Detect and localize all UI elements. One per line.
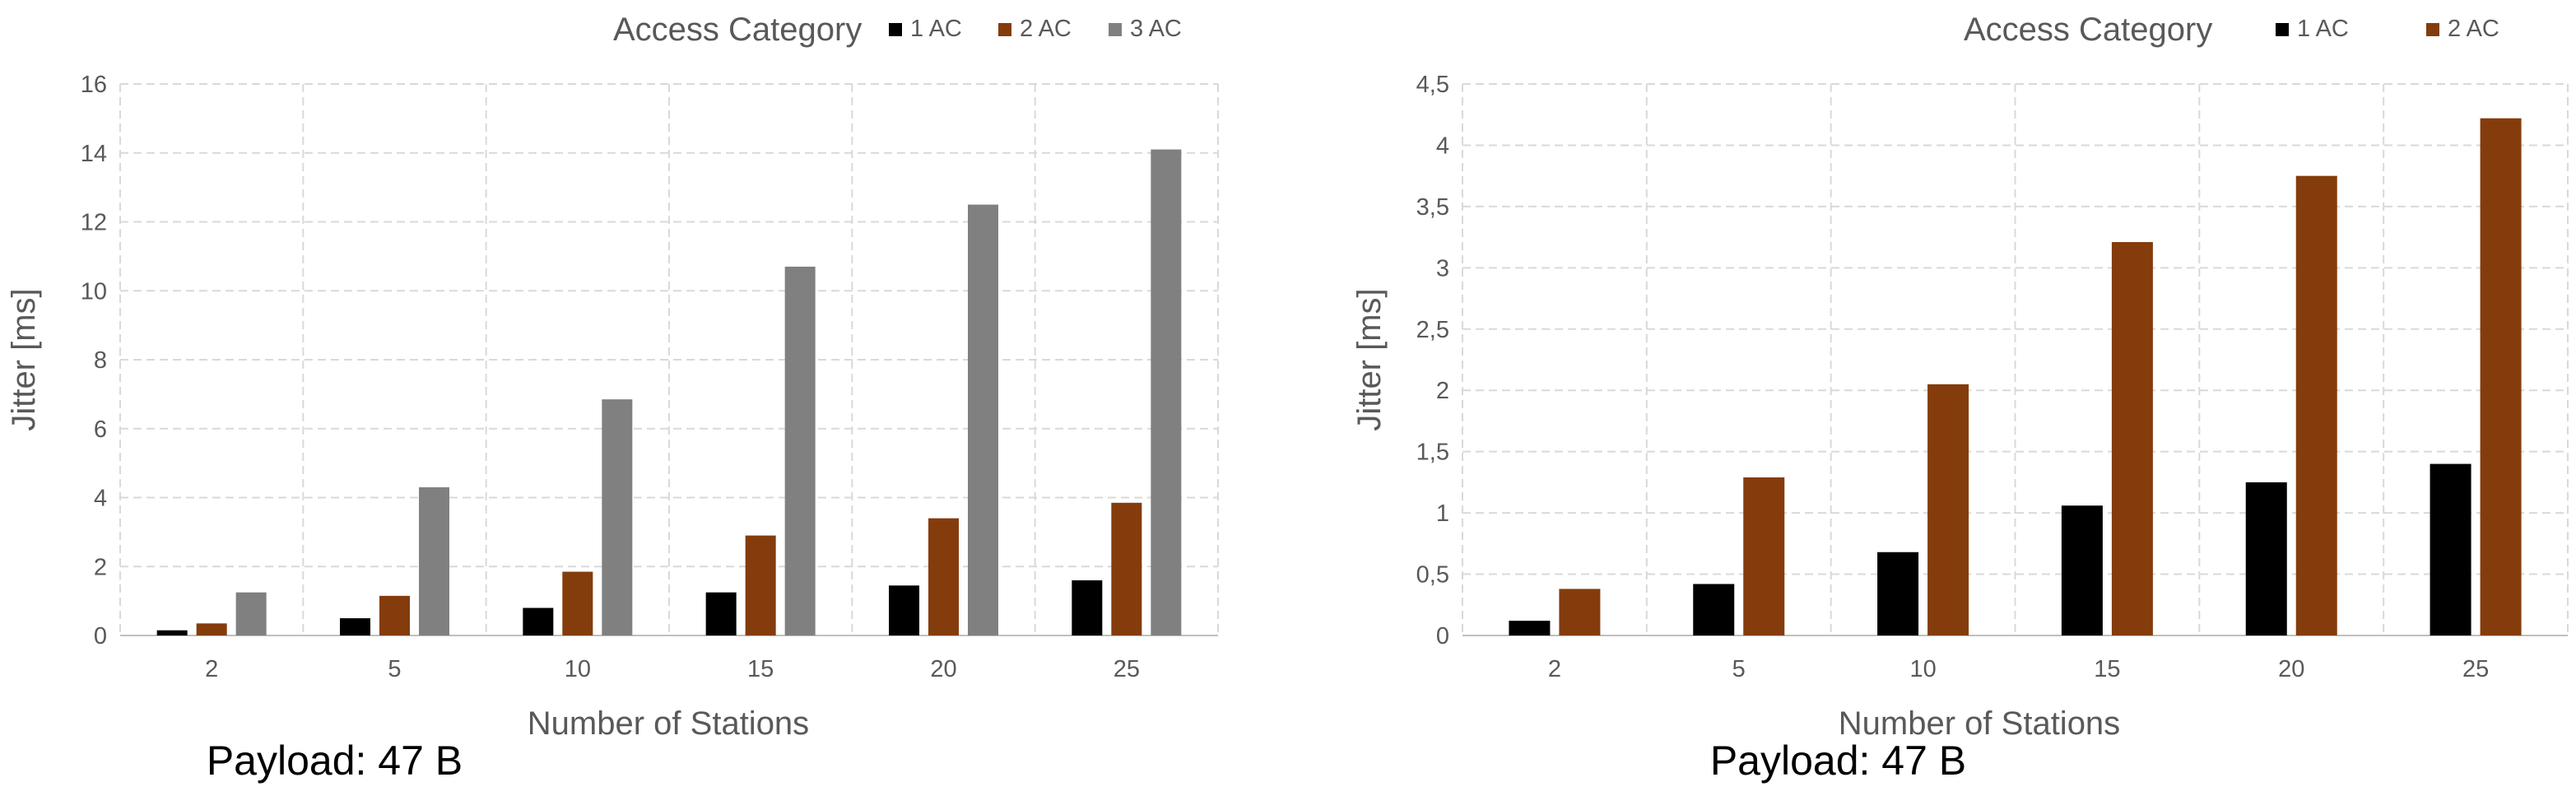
x-tick-label: 10 (1909, 656, 1936, 682)
bar-1-ac (2061, 505, 2103, 635)
chart-caption-right: Payload: 47 B (1709, 738, 1967, 784)
x-tick-label: 25 (1114, 656, 1140, 682)
legend-swatch (889, 23, 902, 36)
bar-2-ac (1743, 477, 1785, 635)
legend-label: 2 AC (2448, 16, 2499, 42)
x-tick-label: 10 (565, 656, 591, 682)
bar-1-ac (1509, 621, 1551, 635)
chart-caption-left: Payload: 47 B (206, 738, 463, 784)
x-tick-label: 2 (205, 656, 218, 682)
y-tick-label: 0 (1436, 623, 1449, 649)
y-tick-label: 0 (94, 623, 107, 649)
y-tick-label: 14 (81, 141, 107, 167)
bar-1-ac (889, 585, 919, 635)
bar-1-ac (1877, 552, 1919, 635)
legend-swatch (998, 23, 1011, 36)
y-tick-label: 1,5 (1416, 440, 1449, 466)
bar-3-ac (968, 204, 998, 635)
legend-swatch (1109, 23, 1122, 36)
bar-2-ac (745, 535, 776, 635)
legend-label: 3 AC (1130, 16, 1182, 42)
bar-2-ac (2480, 118, 2522, 635)
y-tick-label: 2 (1436, 378, 1449, 404)
x-tick-label: 15 (2094, 656, 2120, 682)
bar-2-ac (379, 595, 410, 635)
bar-3-ac (602, 399, 633, 635)
bar-3-ac (419, 486, 449, 635)
bar-2-ac (196, 623, 227, 635)
y-tick-label: 2 (94, 554, 107, 580)
bar-1-ac (705, 592, 737, 635)
y-tick-label: 1 (1436, 500, 1449, 527)
bar-2-ac (1111, 502, 1142, 635)
bar-1-ac (2245, 482, 2287, 635)
bar-2-ac (2295, 175, 2337, 635)
bar-1-ac (1693, 584, 1735, 635)
bar-1-ac (340, 618, 370, 635)
y-tick-label: 3 (1436, 255, 1449, 282)
x-tick-label: 5 (1732, 656, 1746, 682)
y-tick-label: 6 (94, 417, 107, 443)
y-axis-title: Jitter [ms] (6, 288, 42, 431)
y-tick-label: 10 (81, 278, 107, 305)
bar-3-ac (1151, 149, 1182, 635)
bar-2-ac (562, 571, 593, 635)
legend-swatch (2426, 23, 2439, 36)
chart-panel-right: 0 0,5 1 1,5 2 2,5 3 3,5 4 4,5 2 5 10 15 20 25 Jitter [ms… (1288, 0, 2576, 796)
bar-2-ac (1559, 589, 1601, 635)
y-tick-label: 0,5 (1416, 562, 1449, 589)
y-tick-label: 4 (94, 486, 107, 512)
y-tick-label: 4 (1436, 133, 1449, 159)
bar-1-ac (156, 630, 188, 635)
legend-label: 1 AC (2297, 16, 2349, 42)
y-tick-label: 4,5 (1416, 72, 1449, 98)
x-tick-label: 15 (747, 656, 774, 682)
x-axis-title: Number of Stations (1839, 705, 2120, 742)
bar-2-ac (1927, 384, 1969, 635)
x-tick-label: 2 (1548, 656, 1561, 682)
legend-swatch (2276, 23, 2289, 36)
bar-1-ac (2430, 463, 2471, 635)
bar-2-ac (928, 518, 959, 635)
legend-label: 1 AC (910, 16, 962, 42)
y-tick-label: 2,5 (1416, 317, 1449, 343)
x-tick-label: 20 (2278, 656, 2304, 682)
chart-panel-left: 0 2 4 6 8 10 12 14 16 2 5 10 15 20 25 Jitter [ms] Number… (6, 12, 1219, 784)
x-tick-label: 25 (2462, 656, 2489, 682)
y-tick-label: 3,5 (1416, 194, 1449, 221)
x-tick-label: 5 (388, 656, 401, 682)
bar-1-ac (523, 607, 554, 635)
bar-2-ac (2111, 242, 2153, 635)
bar-3-ac (784, 266, 816, 635)
bar-1-ac (1072, 580, 1103, 635)
x-tick-label: 20 (930, 656, 956, 682)
legend-label: 2 AC (1020, 16, 1072, 42)
legend-title: Access Category (1964, 12, 2212, 48)
bar-3-ac (235, 592, 267, 635)
y-axis-title: Jitter [ms] (1351, 288, 1388, 431)
y-tick-label: 12 (81, 210, 107, 236)
y-tick-label: 8 (94, 347, 107, 374)
legend-title: Access Category (613, 12, 862, 48)
x-axis-title: Number of Stations (528, 705, 809, 742)
y-tick-label: 16 (81, 72, 107, 98)
